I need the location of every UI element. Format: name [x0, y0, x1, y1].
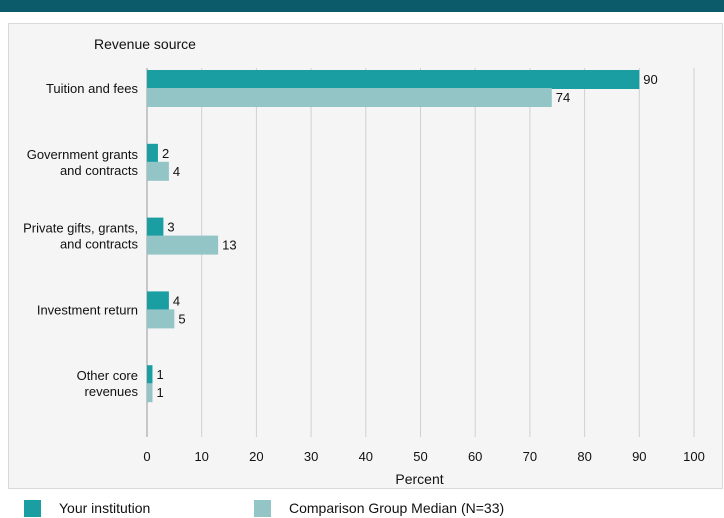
bar-institution-3 [147, 291, 169, 311]
category-label-2-0: Private gifts, grants, [23, 221, 138, 236]
header-accent-bar [0, 0, 724, 12]
legend-swatch-institution [24, 499, 41, 517]
legend-swatch-comparison [254, 499, 271, 517]
bar-institution-0 [147, 70, 640, 89]
x-tick-label-20: 20 [249, 449, 263, 464]
x-tick-label-80: 80 [577, 449, 591, 464]
data-label-comparison-3: 5 [178, 311, 185, 326]
bar-comparison-4 [147, 383, 153, 403]
data-label-institution-1: 2 [162, 146, 169, 161]
category-label-1-0: Government grants [27, 147, 139, 162]
x-axis-title: Percent [395, 471, 443, 487]
data-label-institution-0: 90 [643, 72, 657, 87]
x-tick-label-90: 90 [632, 449, 646, 464]
x-tick-label-40: 40 [359, 449, 373, 464]
data-label-comparison-0: 74 [556, 90, 570, 105]
x-tick-label-70: 70 [523, 449, 537, 464]
x-tick-label-60: 60 [468, 449, 482, 464]
bar-comparison-0 [147, 88, 552, 107]
y-axis-title: Revenue source [94, 36, 196, 52]
data-label-comparison-4: 1 [156, 385, 163, 400]
bar-institution-4 [147, 365, 153, 385]
data-label-institution-3: 4 [173, 293, 180, 308]
category-label-4-0: Other core [77, 368, 138, 383]
category-label-4-1: revenues [85, 384, 139, 399]
legend-item-comparison: Comparison Group Median (N=33) [254, 499, 504, 517]
bar-comparison-3 [147, 309, 175, 329]
legend-label-institution: Your institution [59, 500, 151, 516]
data-label-institution-4: 1 [156, 367, 163, 382]
bar-institution-2 [147, 217, 164, 237]
chart-legend: Your institution Comparison Group Median… [0, 496, 724, 518]
data-label-comparison-1: 4 [173, 164, 180, 179]
data-label-comparison-2: 13 [222, 238, 236, 253]
bar-institution-1 [147, 143, 158, 163]
legend-label-comparison: Comparison Group Median (N=33) [289, 500, 505, 516]
revenue-source-chart: Revenue source 0 10 20 30 40 50 60 70 80 90 100 Perc… [23, 36, 705, 487]
category-label-2-1: and contracts [60, 237, 139, 252]
category-label-0-0: Tuition and fees [46, 81, 139, 96]
category-label-1-1: and contracts [60, 163, 139, 178]
x-tick-label-0: 0 [143, 449, 150, 464]
x-tick-label-10: 10 [194, 449, 208, 464]
x-tick-label-50: 50 [413, 449, 427, 464]
bar-comparison-1 [147, 161, 169, 181]
x-tick-label-100: 100 [683, 449, 705, 464]
bar-comparison-2 [147, 235, 219, 255]
data-label-institution-2: 3 [167, 220, 174, 235]
x-tick-label-30: 30 [304, 449, 318, 464]
category-label-3-0: Investment return [37, 302, 138, 317]
legend-item-institution: Your institution [24, 499, 150, 517]
